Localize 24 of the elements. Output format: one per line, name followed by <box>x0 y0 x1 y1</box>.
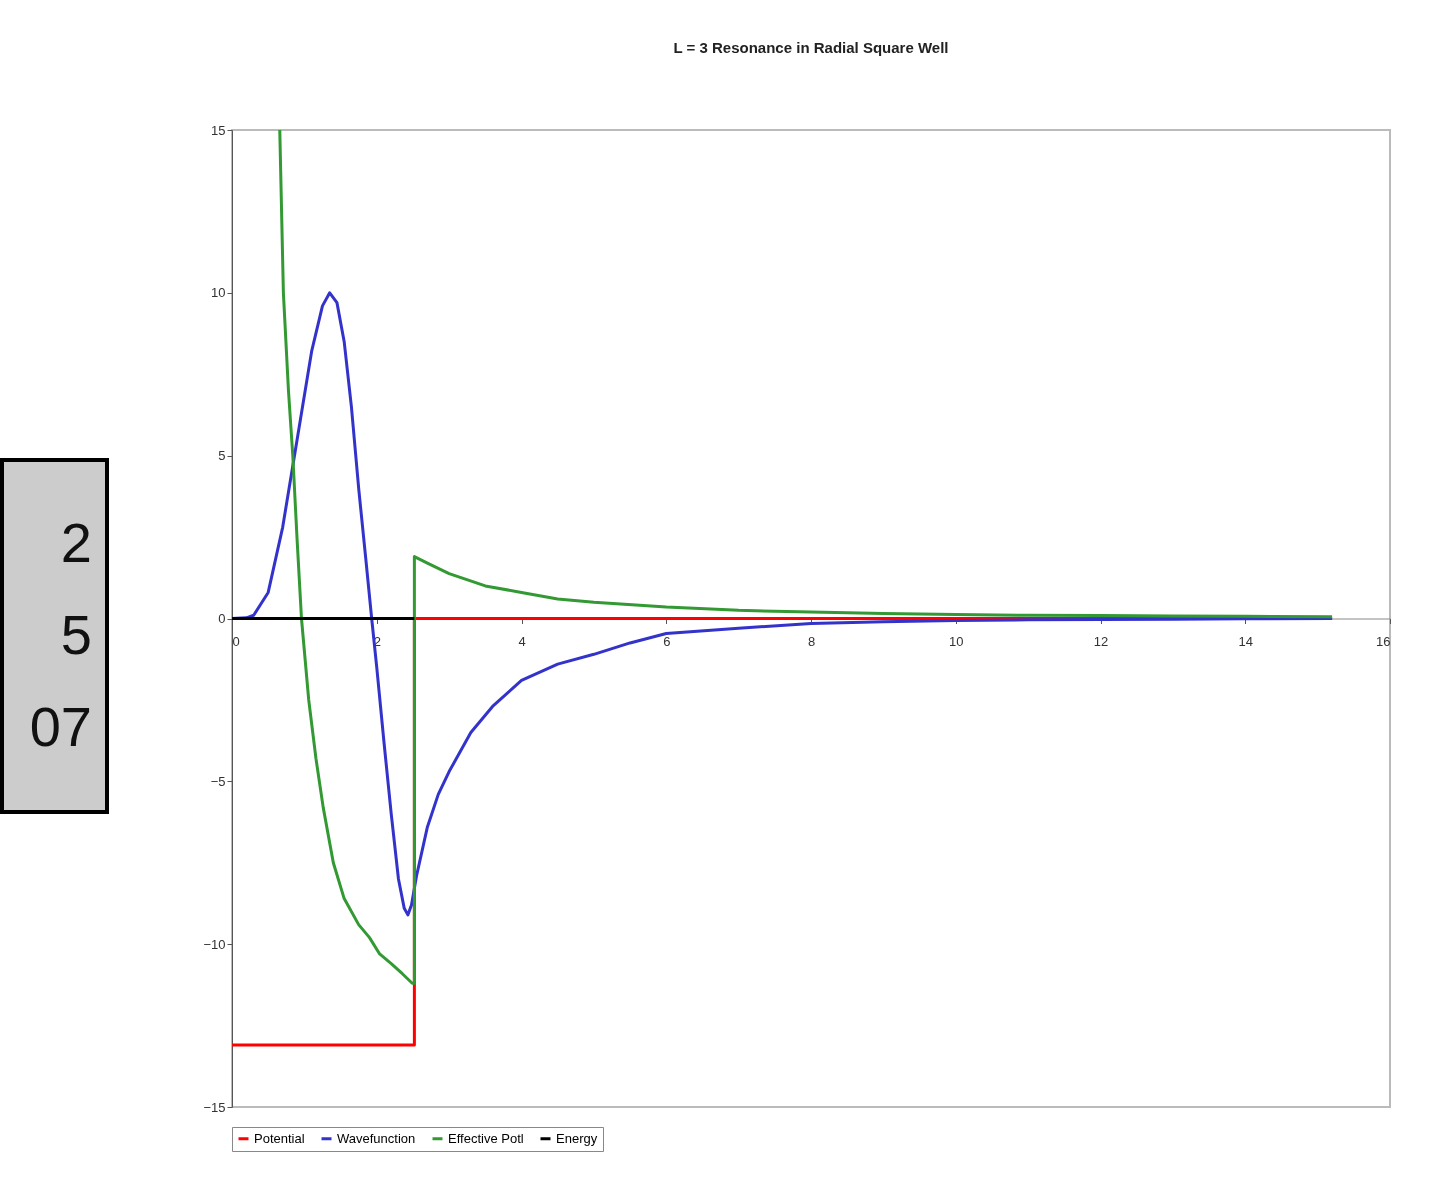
x-tick-label: 4 <box>518 634 526 649</box>
line-series <box>278 128 1334 985</box>
y-tick-label: −5 <box>210 773 226 789</box>
y-tick-label: 0 <box>218 611 226 626</box>
legend-label: Effective Potl <box>448 1130 524 1146</box>
text: 2 <box>60 511 92 574</box>
chart-title: L = 3 Resonance in Radial Square Well <box>673 39 949 56</box>
text: 07 <box>29 695 92 758</box>
x-tick-label: 14 <box>1238 634 1253 649</box>
x-tick-label: 16 <box>1376 634 1391 649</box>
x-tick-label: 8 <box>807 634 816 649</box>
y-tick-label: −15 <box>203 1099 226 1115</box>
legend-label: Potential <box>254 1130 305 1146</box>
legend-label: Energy <box>556 1130 598 1146</box>
y-tick-label: 15 <box>211 122 226 138</box>
y-tick-label: 5 <box>218 448 226 464</box>
x-tick-label: 10 <box>949 634 964 649</box>
x-tick-label: 0 <box>232 634 240 649</box>
y-tick-label: 10 <box>211 285 226 301</box>
x-tick-label: 12 <box>1093 634 1109 649</box>
text: 5 <box>60 603 92 666</box>
y-tick-label: −10 <box>203 936 226 952</box>
x-tick-label: 6 <box>663 634 671 649</box>
legend-label: Wavefunction <box>337 1130 416 1146</box>
